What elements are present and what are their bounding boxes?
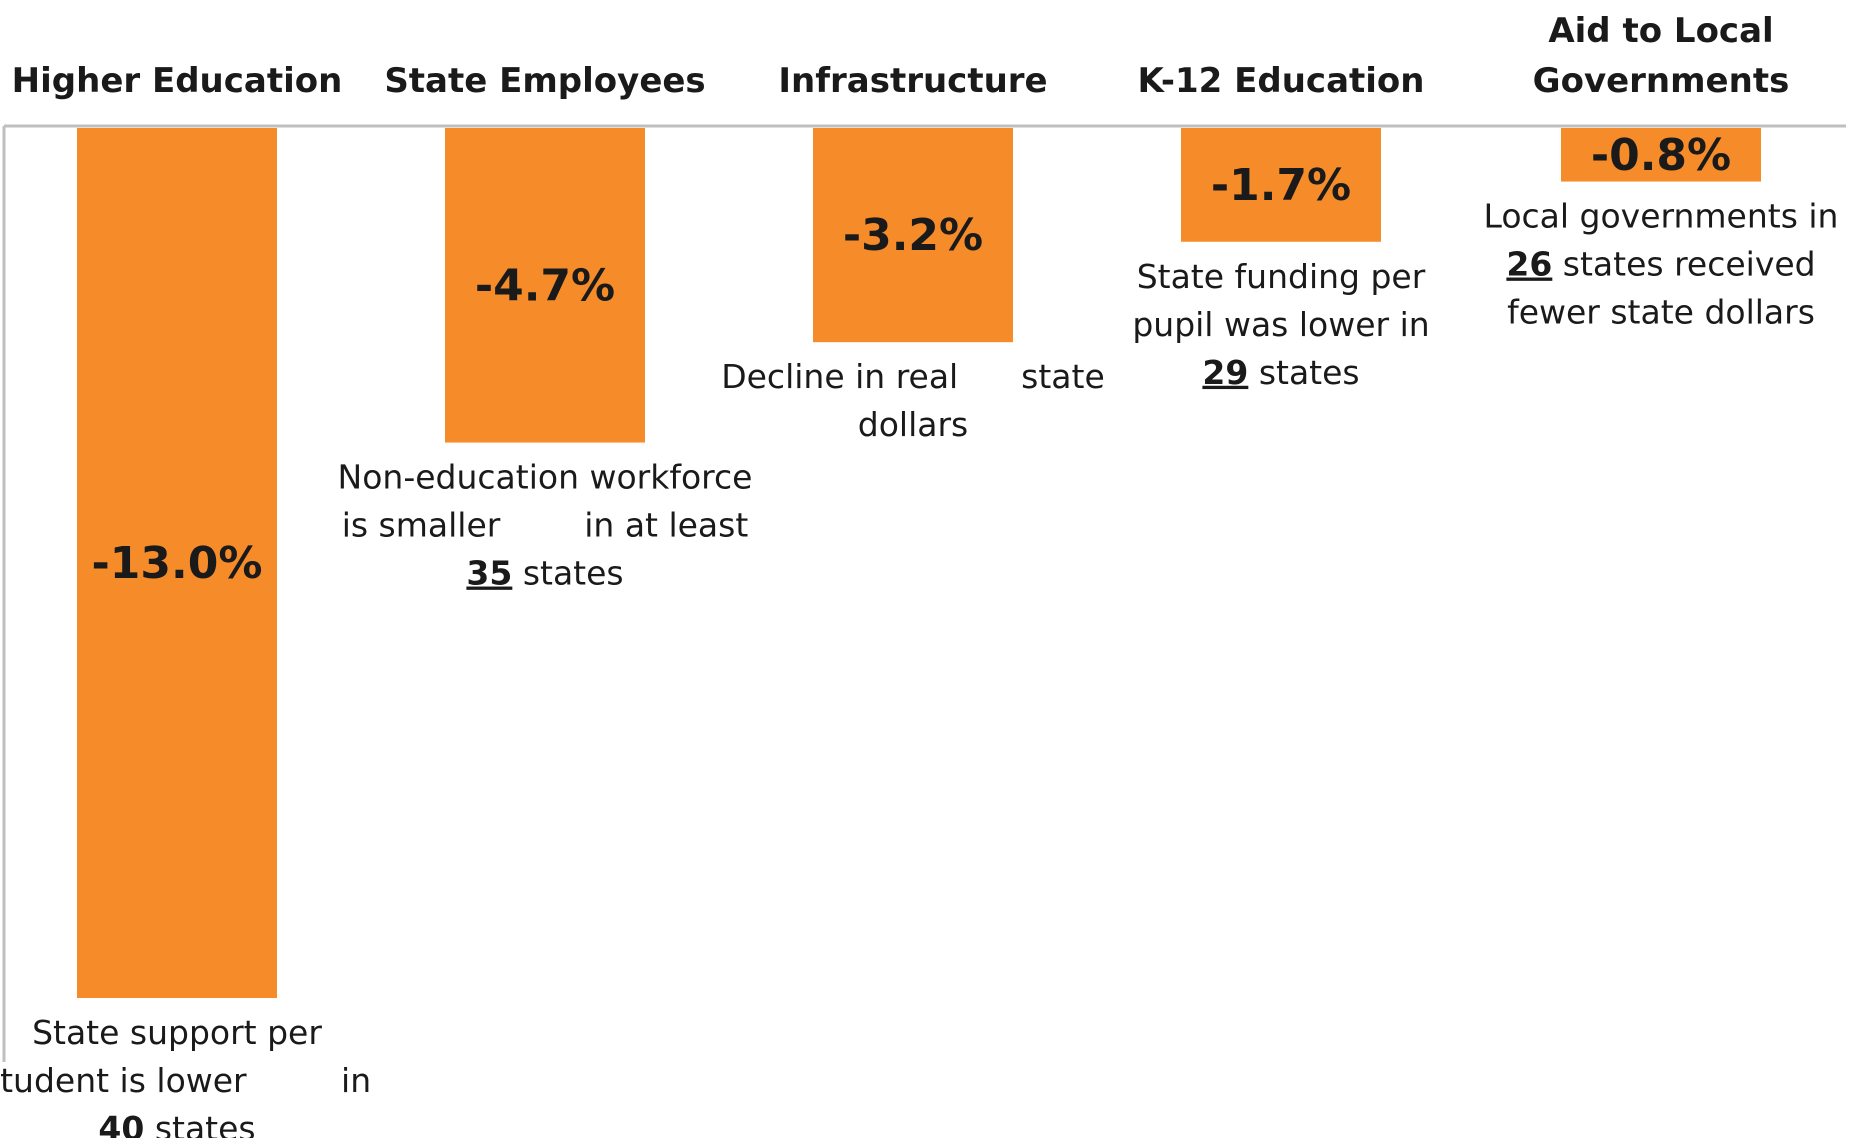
annotation-segment: Decline in real state xyxy=(721,357,1105,396)
annotation-segment: states xyxy=(1248,353,1359,392)
annotation-text: Non-education workforce xyxy=(338,458,753,497)
value-labels: -13.0% -4.7% -3.2% -1.7% -0.8% xyxy=(92,130,1732,589)
annotation-text: is smaller in at least xyxy=(342,506,749,545)
annotation-text: fewer state dollars xyxy=(1507,293,1815,332)
category-label: K-12 Education xyxy=(1138,61,1425,101)
annotation-text: 40 states xyxy=(98,1109,255,1138)
annotation-text: 26 states received xyxy=(1506,245,1815,284)
annotation-segment: states received xyxy=(1552,245,1815,284)
annotation-segment: is smaller in at least xyxy=(342,506,749,545)
state-count: 35 xyxy=(466,554,512,593)
bars xyxy=(77,128,1761,998)
category-label: Higher Education xyxy=(12,61,343,101)
annotation-text: State support per xyxy=(32,1013,322,1052)
bar-4 xyxy=(1561,128,1761,182)
bar-value-label: -13.0% xyxy=(92,538,263,589)
annotation-segment: states xyxy=(144,1109,255,1138)
annotation-segment: dollars xyxy=(858,405,968,444)
bar-1 xyxy=(445,128,645,443)
annotation-segment: fewer state dollars xyxy=(1507,293,1815,332)
category-label: State Employees xyxy=(384,61,705,101)
bar-3 xyxy=(1181,128,1381,242)
state-count: 26 xyxy=(1506,245,1552,284)
annotation-text: 35 states xyxy=(466,554,623,593)
bar-value-label: -0.8% xyxy=(1591,130,1731,181)
category-label: Infrastructure xyxy=(778,61,1047,101)
category-label: Aid to Local xyxy=(1548,11,1773,51)
category-labels: Higher Education State Employees Infrastru… xyxy=(12,11,1790,101)
bar-value-label: -4.7% xyxy=(475,260,615,311)
annotation-segment: student is lower in xyxy=(0,1061,371,1100)
annotation-segment: pupil was lower in xyxy=(1132,305,1429,344)
state-count: 29 xyxy=(1202,353,1248,392)
annotation-segment: State support per xyxy=(32,1013,322,1052)
annotation-text: Decline in real state xyxy=(721,357,1105,396)
annotation-segment: State funding per xyxy=(1137,257,1426,296)
annotation-segment: Non-education workforce xyxy=(338,458,753,497)
annotation-text: student is lower in xyxy=(0,1061,371,1100)
bar-value-label: -3.2% xyxy=(843,210,983,261)
annotation-text: dollars xyxy=(858,405,968,444)
state-count: 40 xyxy=(98,1109,144,1138)
annotation-text: pupil was lower in xyxy=(1132,305,1429,344)
annotation-segment: Local governments in xyxy=(1484,197,1839,236)
annotation-text: 29 states xyxy=(1202,353,1359,392)
bar-0 xyxy=(77,128,277,998)
category-label: Governments xyxy=(1533,61,1790,101)
annotation-text: State funding per xyxy=(1137,257,1426,296)
annotation-segment: states xyxy=(512,554,623,593)
bar-value-label: -1.7% xyxy=(1211,160,1351,211)
annotation-text: Local governments in xyxy=(1484,197,1839,236)
bar-2 xyxy=(813,128,1013,343)
annotations: State support per student is lower in 40 s… xyxy=(0,197,1838,1138)
